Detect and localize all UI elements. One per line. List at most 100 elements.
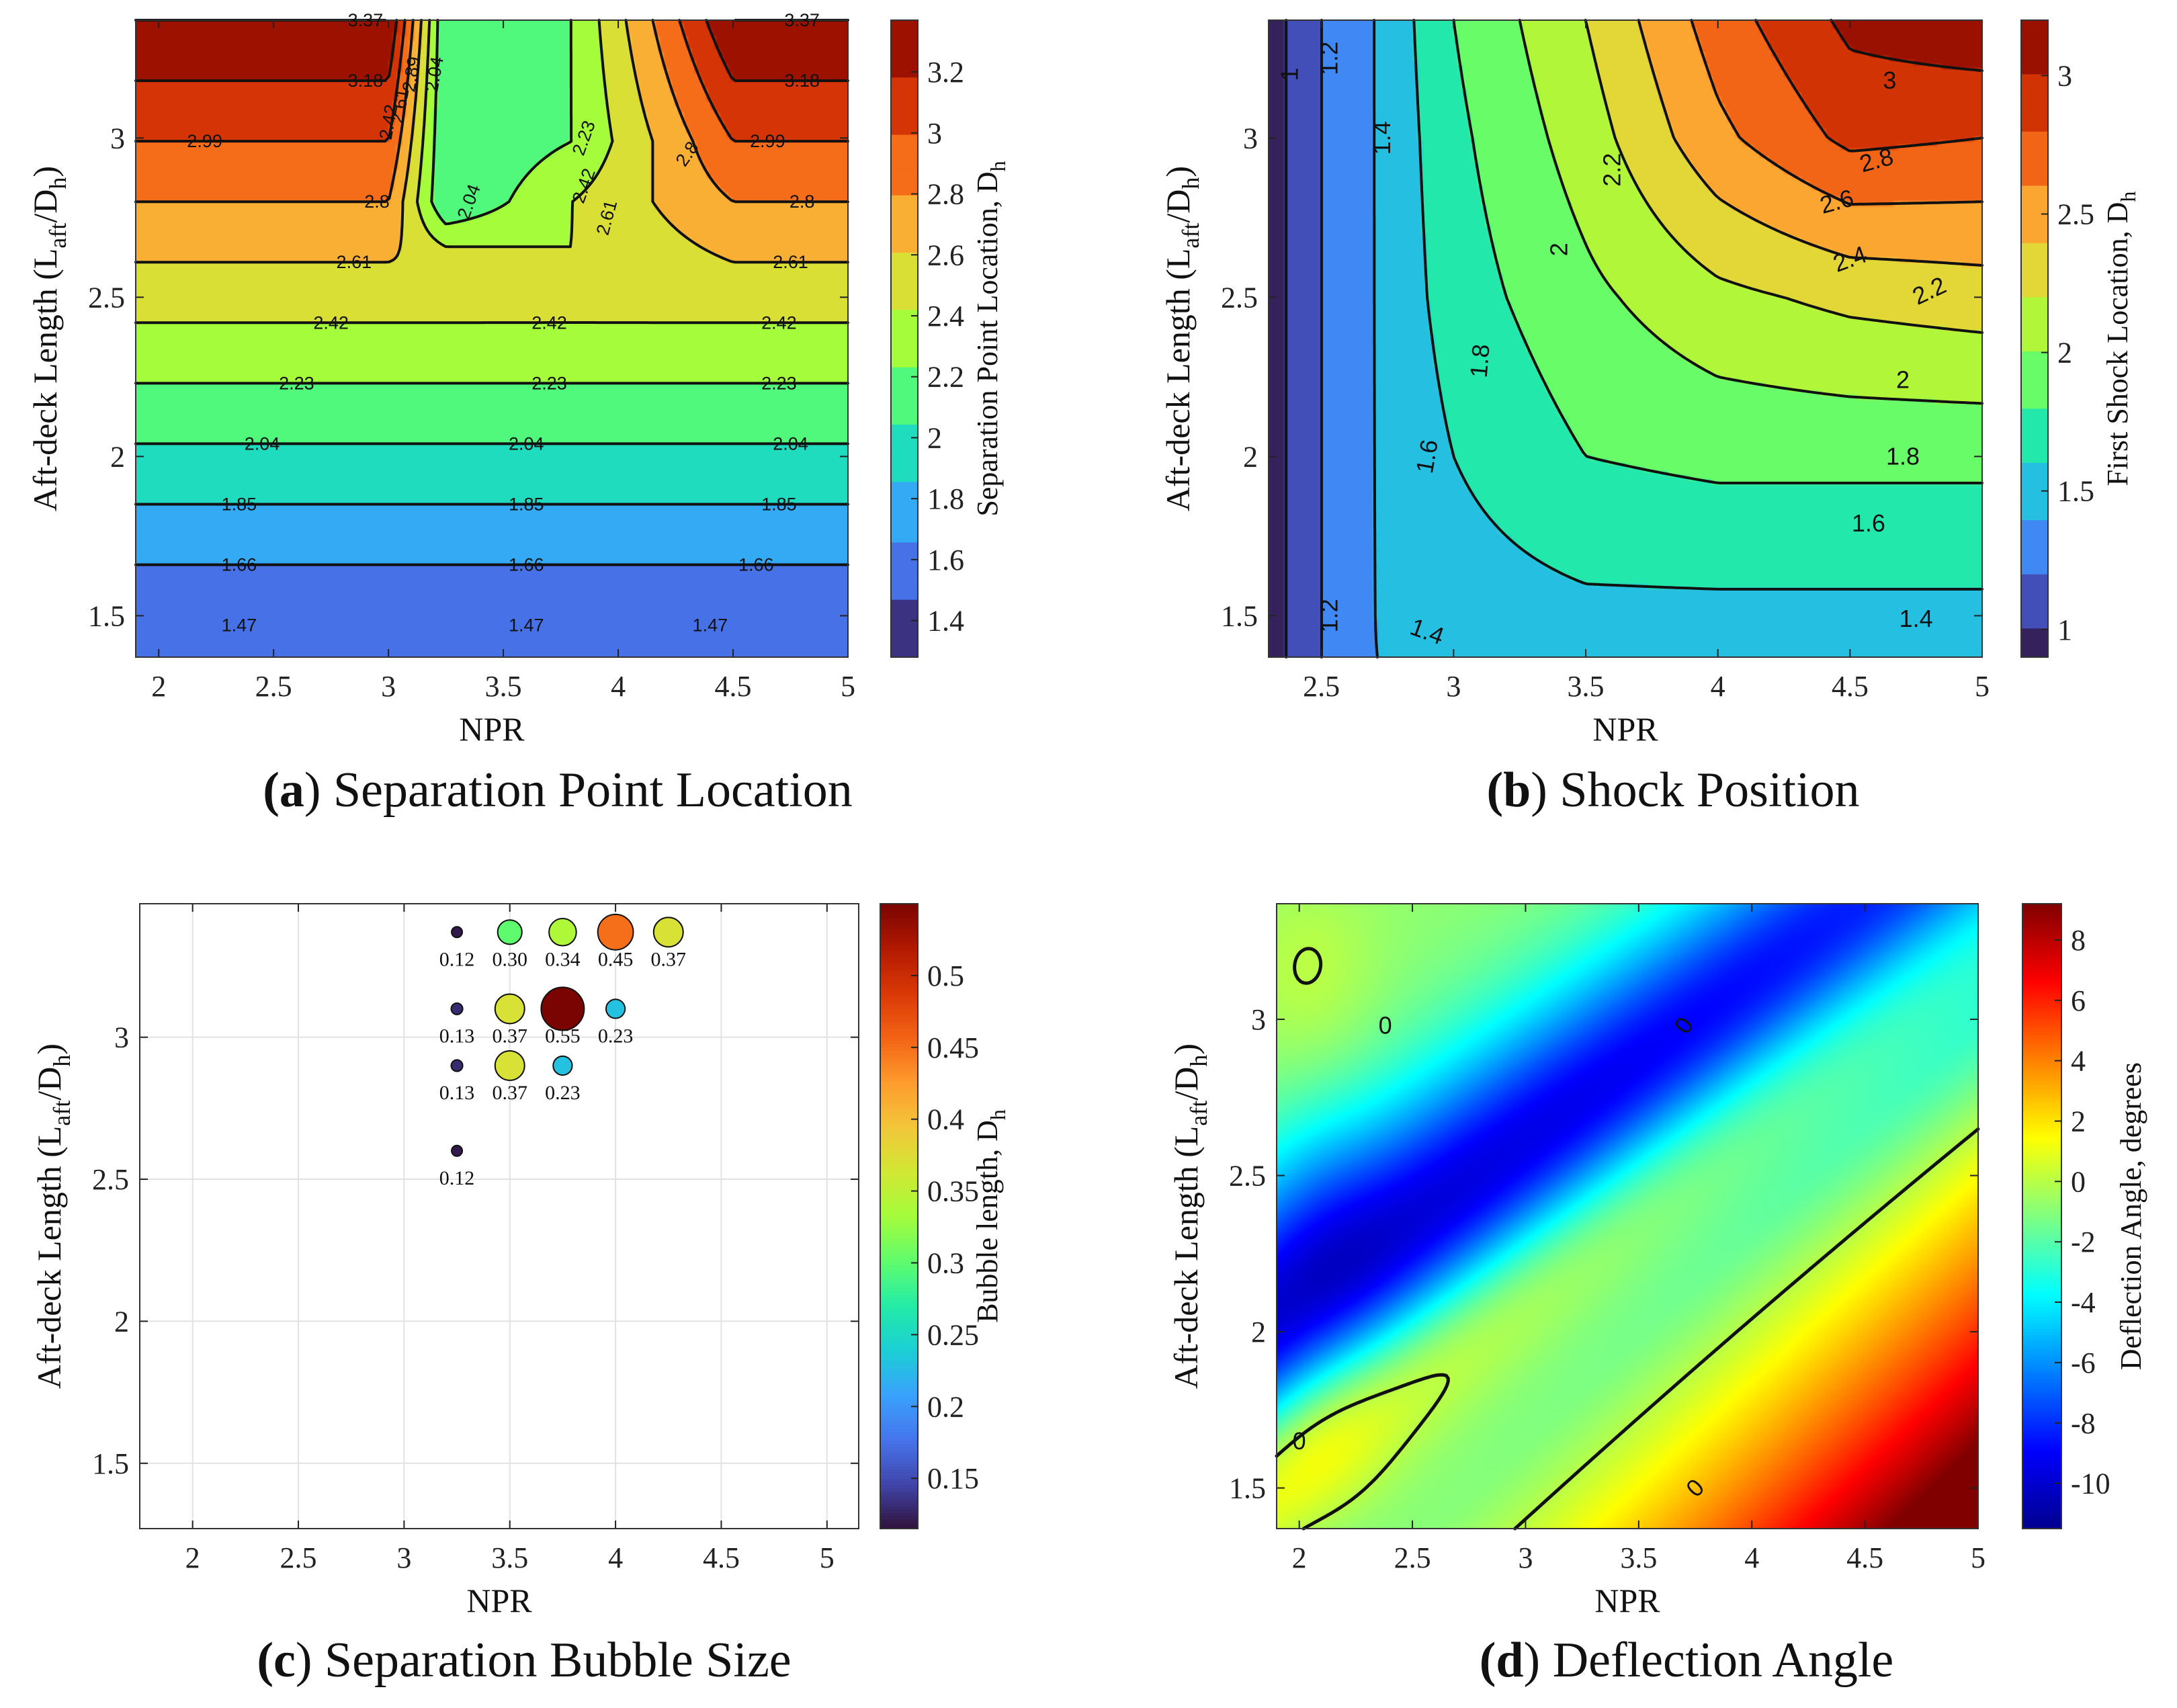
panel-a-contour-line xyxy=(134,19,849,143)
colorbar-segment xyxy=(891,23,918,28)
colorbar-segment xyxy=(2022,1075,2061,1080)
colorbar-segment xyxy=(2022,931,2061,936)
colorbar-segment xyxy=(880,1013,918,1017)
colorbar-segment xyxy=(2022,1029,2061,1033)
bubble-value-label: 0.55 xyxy=(545,1025,581,1047)
colorbar-tick-label: 2 xyxy=(2071,1105,2086,1138)
panel-caption: (a) Separation Point Location xyxy=(263,763,853,818)
bubble-value-label: 0.12 xyxy=(439,1167,475,1189)
colorbar-segment xyxy=(2022,1035,2061,1039)
colorbar-frame xyxy=(2020,19,2049,658)
colorbar-segment xyxy=(2021,268,2048,273)
colorbar-segment xyxy=(2022,1287,2061,1292)
colorbar-segment xyxy=(891,577,918,582)
colorbar-label: First Shock Location, Dh xyxy=(2101,191,2140,486)
y-tick-label: 1.5 xyxy=(92,1447,129,1480)
colorbar-segment xyxy=(891,548,918,553)
colorbar-segment xyxy=(2022,1438,2061,1442)
colorbar-segment xyxy=(2021,290,2048,295)
colorbar-segment xyxy=(891,224,918,228)
x-tick-label: 3.5 xyxy=(491,1541,528,1574)
x-tick-label: 5 xyxy=(1975,670,1990,703)
contour-label: 1.47 xyxy=(509,615,544,636)
colorbar-segment xyxy=(2022,1122,2061,1126)
colorbar-segment xyxy=(891,650,918,655)
colorbar-segment xyxy=(891,460,918,464)
colorbar-segment xyxy=(2021,529,2048,533)
colorbar-segment xyxy=(2021,103,2048,107)
colorbar-tick-label: 3.2 xyxy=(927,56,964,89)
colorbar-segment xyxy=(2021,58,2048,62)
colorbar-segment xyxy=(2021,542,2048,546)
contour-label-text: 1.85 xyxy=(509,494,544,514)
colorbar-segment xyxy=(2021,345,2048,349)
colorbar-segment xyxy=(2022,1222,2061,1226)
colorbar-segment xyxy=(2021,265,2048,269)
colorbar-segment xyxy=(891,555,918,559)
contour-label-text: 1.4 xyxy=(1899,605,1933,632)
colorbar-segment xyxy=(891,345,918,349)
colorbar-segment xyxy=(880,1447,918,1451)
contour-label-text: 1.66 xyxy=(222,555,257,575)
colorbar-segment xyxy=(2022,1125,2061,1129)
colorbar-segment xyxy=(891,329,918,333)
colorbar-segment xyxy=(2022,1294,2061,1298)
colorbar-segment xyxy=(891,647,918,652)
contour-label: 1.6 xyxy=(1852,509,1885,537)
colorbar-segment xyxy=(2022,1031,2061,1036)
contour-label-text: 0 xyxy=(1379,1011,1392,1039)
colorbar-segment xyxy=(2021,93,2048,97)
colorbar-segment xyxy=(891,599,918,604)
colorbar-segment xyxy=(891,144,918,148)
colorbar-segment xyxy=(891,335,918,339)
colorbar-segment xyxy=(2021,628,2048,632)
colorbar-segment xyxy=(2022,1044,2061,1048)
colorbar-segment xyxy=(891,39,918,43)
colorbar-segment xyxy=(880,1375,918,1379)
colorbar-segment xyxy=(880,1122,918,1126)
colorbar-segment xyxy=(2021,176,2048,180)
contour-label-text: 1 xyxy=(1275,68,1303,81)
bubble-value-label: 0.34 xyxy=(545,948,581,970)
bubble-point xyxy=(494,1050,525,1081)
colorbar-segment xyxy=(891,434,918,438)
colorbar-segment xyxy=(2021,625,2048,630)
colorbar-segment xyxy=(2022,1369,2061,1373)
colorbar-segment xyxy=(880,1441,918,1445)
colorbar-segment xyxy=(2022,1519,2061,1523)
colorbar-segment xyxy=(2022,1359,2061,1364)
y-tick-label: 2 xyxy=(114,1305,129,1338)
colorbar-segment xyxy=(2021,351,2048,355)
colorbar-tick-label: 0.5 xyxy=(927,959,964,992)
x-axis-label: NPR xyxy=(466,1582,532,1619)
colorbar-segment xyxy=(891,83,918,88)
colorbar-segment xyxy=(880,1353,918,1358)
colorbar-segment xyxy=(2021,220,2048,225)
colorbar-segment xyxy=(880,1169,918,1173)
colorbar-segment xyxy=(2022,1263,2061,1267)
colorbar-segment xyxy=(880,1387,918,1392)
colorbar-segment xyxy=(880,1297,918,1301)
panel-b-contour-line xyxy=(1754,19,1983,153)
colorbar-segment xyxy=(2022,1063,2061,1067)
colorbar-segment xyxy=(891,204,918,209)
colorbar-segment xyxy=(891,109,918,114)
colorbar-segment xyxy=(2021,606,2048,610)
panel-caption: (c) Separation Bubble Size xyxy=(257,1633,791,1688)
colorbar-segment xyxy=(891,380,918,384)
colorbar-segment xyxy=(2021,361,2048,365)
contour-label-text: 0 xyxy=(1293,1427,1306,1455)
bubble-point xyxy=(597,913,634,951)
colorbar-segment xyxy=(2021,125,2048,129)
colorbar-label: Deflection Angle, degrees xyxy=(2115,1062,2147,1370)
colorbar-segment xyxy=(880,935,918,939)
colorbar-segment xyxy=(880,963,918,967)
colorbar-segment xyxy=(891,450,918,454)
colorbar-segment xyxy=(2022,957,2061,961)
bubble-point xyxy=(652,916,684,948)
colorbar-segment xyxy=(891,593,918,597)
contour-label-text: 1.8 xyxy=(1886,442,1920,470)
colorbar-segment xyxy=(2021,599,2048,604)
colorbar-segment xyxy=(880,1066,918,1070)
x-tick-label: 3.5 xyxy=(1620,1541,1657,1574)
